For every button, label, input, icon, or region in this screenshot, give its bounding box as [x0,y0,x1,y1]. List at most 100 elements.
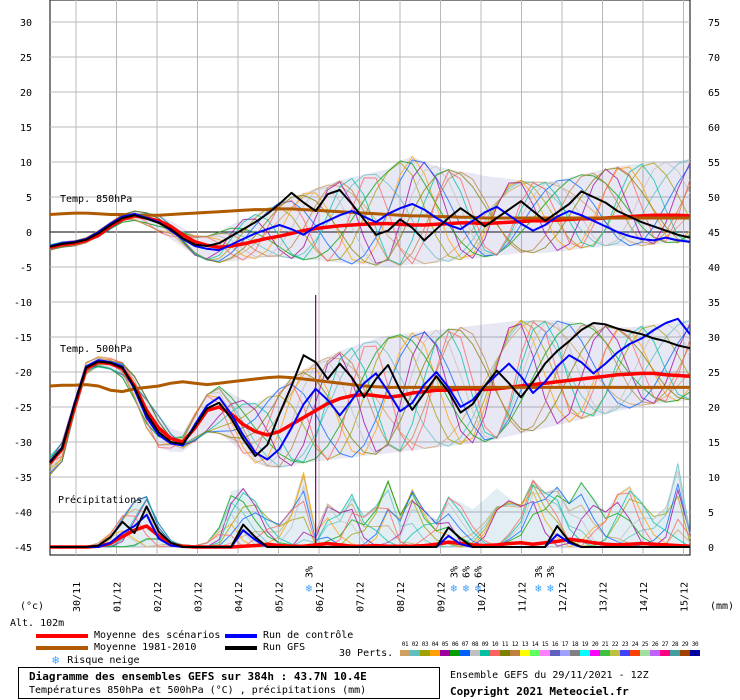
left-tick-label: 15 [20,123,32,134]
pert-number: 20 [591,641,599,648]
legend-snow: ❄ Risque neige [52,653,139,667]
left-tick-label: -40 [14,508,32,519]
snowflake-icon: ❄ [535,582,542,595]
member-precip [50,479,691,548]
legend: Moyenne des scénarios Moyenne 1981-2010 … [0,628,740,668]
footer-title: Diagramme des ensembles GEFS sur 384h : … [29,670,367,683]
x-tick-label: 10/12 [477,582,488,612]
footer-title-box: Diagramme des ensembles GEFS sur 384h : … [18,667,440,699]
left-unit-label: (°c) [20,601,44,612]
grid [49,0,691,556]
left-tick-label: -20 [14,368,32,379]
right-tick-label: 75 [708,18,720,29]
x-tick-label: 30/11 [72,582,83,612]
legend-mean-swatch [36,633,88,638]
pert-color-cell [540,650,550,656]
right-tick-label: 10 [708,473,720,484]
pert-number: 05 [441,641,449,648]
legend-gfs-label: Run GFS [263,642,306,653]
pert-number: 01 [401,641,409,648]
legend-mean-label: Moyenne des scénarios [94,630,221,641]
pert-color-cell [450,650,460,656]
left-tick-label: 0 [26,228,32,239]
pert-color-cell [620,650,630,656]
x-axis: 30/11 01/12 02/12 03/12 04/12 05/12 06/12 07/12… [72,582,691,612]
pert-number: 12 [511,641,519,648]
snowflake-icon: ❄ [52,653,60,667]
pert-number: 19 [581,641,589,648]
pert-color-cell [630,650,640,656]
pert-color-cell [570,650,580,656]
pert-number: 25 [641,641,649,648]
left-tick-label: 5 [26,193,32,204]
pert-color-cell [410,650,420,656]
left-tick-label: 30 [20,18,32,29]
pert-number: 09 [481,641,489,648]
member-t850 [49,166,691,265]
member-t500 [49,322,691,464]
pert-color-cell [650,650,660,656]
x-tick-label: 12/12 [558,582,569,612]
x-tick-label: 01/12 [113,582,124,612]
legend-climato-label: Moyenne 1981-2010 [94,642,197,653]
right-tick-label: 45 [708,228,720,239]
pert-number: 08 [471,641,479,648]
x-tick-label: 07/12 [356,582,367,612]
right-tick-label: 60 [708,123,720,134]
pert-number: 18 [571,641,579,648]
snow-risk-pct: 3% [546,566,557,578]
pert-color-cell [520,650,530,656]
x-tick-label: 03/12 [194,582,205,612]
legend-perts-label: 30 Perts. [339,648,394,659]
x-tick-label: 04/12 [234,582,245,612]
legend-climato-swatch [36,645,88,650]
snow-risk-pct: 3% [305,566,316,578]
snowflake-icon: ❄ [306,582,313,595]
pert-color-cell [660,650,670,656]
x-tick-label: 14/12 [639,582,650,612]
series-precip [50,505,690,548]
pert-number: 28 [671,641,679,648]
pert-number: 16 [551,641,559,648]
legend-control: Run de contrôle [225,630,353,641]
member-t850 [49,167,691,266]
pert-number: 17 [561,641,569,648]
snowflake-icon: ❄ [463,582,470,595]
legend-perts: 30 Perts. [339,648,393,659]
left-tick-label: 20 [20,88,32,99]
pert-color-cell [400,650,410,656]
pert-color-cell [610,650,620,656]
pert-color-cells [400,650,700,656]
pert-number: 03 [421,641,429,648]
right-tick-label: 40 [708,263,720,274]
x-tick-label: 02/12 [153,582,164,612]
legend-gfs-swatch [225,645,257,650]
x-tick-label: 11/12 [518,582,529,612]
left-tick-label: -45 [14,543,32,554]
right-tick-label: 0 [708,543,714,554]
footer-subtitle: Températures 850hPa et 500hPa (°C) , pré… [29,685,367,696]
snow-risk-pct: 3% [534,566,545,578]
series-t500 [48,360,691,465]
pert-color-cell [690,650,700,656]
pert-number: 26 [651,641,659,648]
pert-number: 13 [521,641,529,648]
snow-risk-pct: 6% [474,566,485,578]
pert-color-cell [670,650,680,656]
left-tick-label: -10 [14,298,32,309]
pert-number: 30 [691,641,699,648]
series-t850 [49,189,691,248]
member-t500 [49,324,691,468]
pert-number: 07 [461,641,469,648]
left-tick-label: -30 [14,438,32,449]
pert-color-cell [590,650,600,656]
snowflake-icon: ❄ [475,582,482,595]
member-precip [50,479,691,548]
pert-number: 22 [611,641,619,648]
pert-number: 29 [681,641,689,648]
legend-gfs: Run GFS [225,642,305,653]
right-tick-label: 25 [708,368,720,379]
right-tick-label: 70 [708,53,720,64]
pert-color-cell [480,650,490,656]
